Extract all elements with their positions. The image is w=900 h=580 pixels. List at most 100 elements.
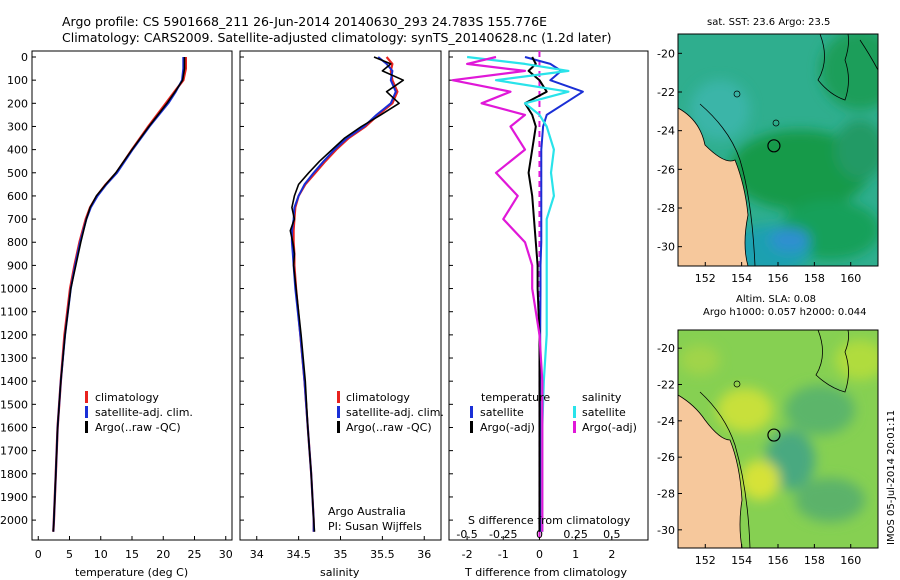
x-tick-label: 10 [94, 548, 108, 561]
map-y-tick-label: -26 [657, 451, 675, 464]
x-tick-label: 0 [536, 548, 543, 561]
legend-swatch-climatology [85, 391, 88, 403]
depth-axis: 0 100 200 300 400 500 600 700 800 900 1000 1100 1200… [0, 51, 453, 527]
x-tick-label: -2 [462, 548, 473, 561]
legend-swatch-satellite [337, 406, 340, 418]
legend-label-t-argo: Argo(-adj) [480, 421, 535, 434]
temperature-x-axis: 0 5 10 15 20 25 30 [35, 536, 233, 561]
sla-argo-position-marker [767, 428, 781, 442]
legend-swatch-satellite [85, 406, 88, 418]
sla-map-axes: 152 154 156 158 160 -20 -22 -24 -26 -28 -30 [657, 342, 861, 567]
map-y-tick-label: -20 [657, 47, 675, 60]
legend-label-climatology: climatology [346, 391, 410, 404]
legend-label-t-satellite: satellite [480, 406, 524, 419]
depth-tick-label: 1200 [0, 329, 28, 342]
map-x-tick-label: 152 [695, 554, 716, 567]
legend-swatch-climatology [337, 391, 340, 403]
series-line-argo-raw-qc- [52, 57, 186, 532]
legend-label-satellite: satellite-adj. clim. [95, 406, 193, 419]
map-y-tick-label: -30 [657, 241, 675, 254]
depth-tick-label: 700 [7, 213, 28, 226]
legend-label-climatology: climatology [95, 391, 159, 404]
salinity-lines [289, 56, 405, 532]
depth-tick-label: 200 [7, 97, 28, 110]
depth-tick-label: 100 [7, 74, 28, 87]
difference-xlabel-s: S difference from climatology [468, 514, 631, 527]
series-line-satellite-adj-clim- [52, 57, 185, 532]
depth-tick-label: 1600 [0, 421, 28, 434]
map-x-tick-label: 158 [804, 554, 825, 567]
s-tick-label: -0.5 [456, 528, 477, 541]
x-tick-label: 35 [334, 548, 348, 561]
depth-tick-label: 500 [7, 167, 28, 180]
depth-tick-label: 800 [7, 236, 28, 249]
x-tick-label: 2 [608, 548, 615, 561]
legend-swatch-argo [85, 421, 88, 433]
legend-swatch-t-satellite [470, 406, 473, 418]
map-x-tick-label: 156 [768, 554, 789, 567]
map-y-tick-label: -28 [657, 202, 675, 215]
map-x-tick-label: 160 [840, 554, 861, 567]
series-line-s-argo-adj- [451, 55, 544, 532]
depth-tick-label: 1700 [0, 445, 28, 458]
legend-label-s-satellite: satellite [582, 406, 626, 419]
salinity-panel-frame [239, 50, 442, 541]
difference-panel-frame [448, 50, 649, 541]
x-tick-label: 15 [125, 548, 139, 561]
salinity-x-axis: 34 34.5 35 35.5 36 [250, 536, 431, 561]
depth-tick-label: 2000 [0, 514, 28, 527]
temperature-panel-frame [31, 50, 233, 541]
depth-tick-label: 1000 [0, 283, 28, 296]
x-tick-label: 35.5 [370, 548, 395, 561]
x-tick-label: 36 [417, 548, 431, 561]
sla-map-title-line1: Altim. SLA: 0.08 [736, 294, 816, 305]
salinity-annotation-line2: PI: Susan Wijffels [328, 520, 422, 533]
map-x-tick-label: 154 [731, 272, 752, 285]
legend-header-salinity: salinity [582, 391, 622, 404]
sst-argo-position-marker [767, 139, 781, 153]
temperature-lines [52, 57, 188, 532]
difference-legend: temperature salinity satellite Argo(-adj… [470, 391, 637, 434]
map-y-tick-label: -24 [657, 415, 675, 428]
legend-label-argo: Argo(..raw -QC) [346, 421, 432, 434]
temperature-xlabel: temperature (deg C) [75, 566, 188, 579]
map-x-tick-label: 158 [804, 272, 825, 285]
figure-title-line2: Climatology: CARS2009. Satellite-adjuste… [62, 30, 612, 45]
x-tick-label: 0 [35, 548, 42, 561]
map-y-tick-label: -22 [657, 379, 675, 392]
depth-tick-label: 1400 [0, 375, 28, 388]
x-tick-label: 34 [250, 548, 264, 561]
x-tick-label: 20 [156, 548, 170, 561]
difference-lines [451, 51, 584, 540]
map-y-tick-label: -26 [657, 163, 675, 176]
map-y-tick-label: -20 [657, 342, 675, 355]
sst-map-axes: 152 154 156 158 160 -20 -22 -24 -26 -28 -30 [657, 47, 861, 285]
map-y-tick-label: -28 [657, 488, 675, 501]
salinity-xlabel: salinity [320, 566, 360, 579]
depth-tick-label: 1900 [0, 491, 28, 504]
series-line-climatology [52, 57, 188, 532]
depth-tick-label: 1800 [0, 468, 28, 481]
x-tick-label: 25 [188, 548, 202, 561]
depth-tick-label: 600 [7, 190, 28, 203]
difference-xlabel-t: T difference from climatology [464, 566, 627, 579]
map-y-tick-label: -24 [657, 125, 675, 138]
map-x-tick-label: 156 [768, 272, 789, 285]
map-y-tick-label: -30 [657, 524, 675, 537]
legend-swatch-t-argo [470, 421, 473, 433]
salinity-legend: climatology satellite-adj. clim. Argo(..… [337, 391, 444, 434]
temperature-legend: climatology satellite-adj. clim. Argo(..… [85, 391, 193, 434]
map-x-tick-label: 154 [731, 554, 752, 567]
depth-tick-label: 300 [7, 120, 28, 133]
depth-tick-label: 1300 [0, 352, 28, 365]
sla-map-field [678, 330, 878, 548]
x-tick-label: -1 [498, 548, 509, 561]
series-line-argo-raw-qc- [289, 56, 405, 532]
depth-tick-label: 0 [21, 51, 28, 64]
imos-timestamp: IMOS 05-Jul-2014 20:01:11 [886, 410, 897, 545]
x-tick-label: 1 [572, 548, 579, 561]
x-tick-label: 30 [219, 548, 233, 561]
legend-label-argo: Argo(..raw -QC) [95, 421, 181, 434]
depth-tick-label: 400 [7, 144, 28, 157]
